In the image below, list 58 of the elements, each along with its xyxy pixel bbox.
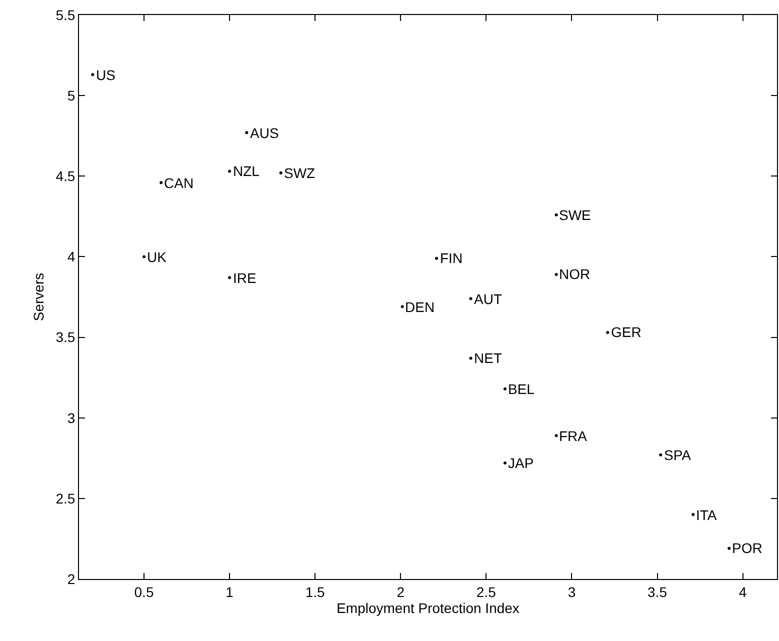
x-tick-label: 3 xyxy=(568,584,576,600)
series-label: SPA xyxy=(664,447,692,463)
point xyxy=(228,276,232,280)
point xyxy=(160,181,163,184)
point xyxy=(503,387,506,390)
series-label: JAP xyxy=(508,455,534,471)
point xyxy=(659,453,662,456)
y-tick-label: 3 xyxy=(67,410,76,426)
point xyxy=(728,546,731,550)
series-label: NOR xyxy=(559,266,590,282)
series-label: AUS xyxy=(250,125,279,141)
series-label: FIN xyxy=(440,250,463,266)
y-tick-label: 4 xyxy=(67,248,76,265)
y-tick-label: 2.5 xyxy=(56,490,76,506)
x-tick-label: 2 xyxy=(396,584,405,600)
x-tick-label: 3.5 xyxy=(648,584,668,600)
x-tick-label: 0.5 xyxy=(134,584,154,600)
series-label: UK xyxy=(147,249,168,265)
y-tick-label: 3.5 xyxy=(56,329,76,346)
point xyxy=(469,356,472,360)
point xyxy=(503,461,506,464)
point xyxy=(554,434,558,438)
series-label: DEN xyxy=(405,299,435,315)
series-label: BEL xyxy=(508,381,535,397)
x-tick-label: 1.5 xyxy=(305,584,326,600)
point xyxy=(400,305,404,308)
series-label: AUT xyxy=(474,291,502,307)
y-tick-label: 2 xyxy=(67,570,76,587)
y-tick-label: 5 xyxy=(67,87,76,104)
series-label: ITA xyxy=(696,507,718,523)
series-label: IRE xyxy=(233,270,256,286)
y-axis-title: Servers xyxy=(30,272,46,322)
series-label: SWZ xyxy=(284,165,316,181)
point xyxy=(91,73,94,76)
x-tick-label: 4 xyxy=(738,584,747,600)
x-tick-label: 2.5 xyxy=(476,584,496,600)
x-tick-label: 1 xyxy=(226,584,234,600)
point xyxy=(692,513,695,516)
point xyxy=(245,131,248,134)
series-label: NET xyxy=(474,350,502,366)
x-axis-title: Employment Protection Index xyxy=(336,600,520,616)
series-label: GER xyxy=(611,324,642,340)
point xyxy=(606,330,610,334)
point xyxy=(554,213,558,216)
series-label: SWE xyxy=(559,207,591,223)
series-label: NZL xyxy=(233,163,260,179)
point xyxy=(469,297,472,300)
y-tick-label: 4.5 xyxy=(56,168,76,184)
series-label: POR xyxy=(732,540,762,556)
series-label: US xyxy=(96,67,116,83)
point xyxy=(142,255,146,258)
series-label: CAN xyxy=(164,175,194,191)
point xyxy=(554,272,558,276)
point xyxy=(435,256,438,260)
point xyxy=(279,171,282,174)
y-tick-label: 5.5 xyxy=(56,6,76,23)
series-label: FRA xyxy=(559,428,588,444)
point xyxy=(228,170,232,173)
